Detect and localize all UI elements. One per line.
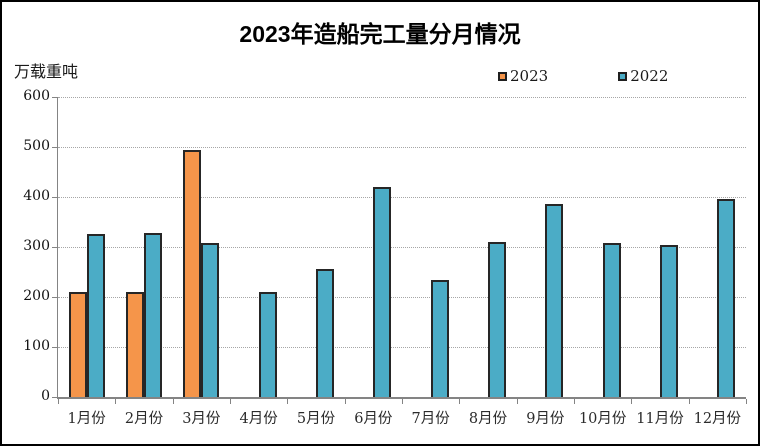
category-cell [115, 97, 172, 397]
bar-group [585, 97, 621, 397]
gridline-500 [58, 147, 746, 148]
gridline-200 [58, 297, 746, 298]
x-axis-tick [459, 399, 461, 404]
bar-2022-1月份 [86, 234, 105, 397]
gridline-300 [58, 247, 746, 248]
legend-item-2023: 2023 [498, 66, 549, 85]
chart-title: 2023年造船完工量分月情况 [239, 21, 521, 47]
x-tick-label: 1月份 [67, 411, 106, 427]
y-tick-label: 400 [23, 188, 50, 204]
bar-2023-1月份 [68, 292, 87, 397]
legend-swatch-2022-icon [618, 71, 628, 81]
bar-group [527, 97, 564, 397]
x-axis-tick [172, 399, 174, 404]
category-cell [287, 97, 344, 397]
x-axis-tick [402, 399, 403, 404]
bar-group [642, 97, 678, 397]
gridline-100 [58, 347, 746, 348]
x-tick-label: 8月份 [468, 411, 508, 427]
y-tick-label: 200 [23, 288, 50, 304]
x-tick-label: 2月份 [124, 411, 164, 427]
category-cell [402, 97, 459, 397]
bar-group [470, 97, 506, 397]
legend-item-2022: 2022 [618, 66, 669, 85]
category-cell [689, 97, 746, 397]
bar-group [298, 97, 334, 397]
bar-group [699, 97, 736, 397]
y-tick-label: 100 [23, 338, 50, 354]
category-cell [173, 97, 230, 397]
y-tick-label: 500 [23, 138, 50, 154]
y-axis-tick [52, 397, 58, 398]
x-axis-tick [287, 399, 289, 404]
bar-2022-8月份 [487, 242, 506, 397]
bar-group [125, 97, 162, 397]
x-tick-label: 6月份 [354, 411, 393, 427]
bar-2022-9月份 [545, 204, 564, 397]
bar-2023-2月份 [125, 291, 144, 397]
category-cell [574, 97, 631, 397]
x-tick-label: 10月份 [578, 411, 627, 427]
x-axis-tick [115, 399, 117, 404]
bar-2022-11月份 [659, 245, 678, 397]
y-axis-tick [52, 247, 58, 248]
bar-group [355, 97, 392, 397]
y-tick-label: 300 [23, 238, 50, 254]
y-tick-label: 0 [41, 388, 50, 404]
bar-2022-12月份 [717, 199, 736, 397]
category-cell [230, 97, 287, 397]
category-cell [459, 97, 516, 397]
category-cell [345, 97, 402, 397]
x-axis-tick [344, 399, 346, 404]
y-axis-tick [52, 197, 58, 198]
x-axis-tick [688, 399, 690, 404]
x-tick-label: 11月份 [636, 411, 684, 427]
x-tick-label: 3月份 [182, 411, 221, 427]
bar-2022-4月份 [258, 292, 277, 397]
category-cell [58, 97, 115, 397]
x-tick-label: 9月份 [526, 411, 565, 427]
y-axis-tick [52, 297, 58, 298]
y-axis-unit-label: 万载重吨 [14, 64, 79, 81]
x-axis-tick [58, 399, 59, 404]
category-cell [517, 97, 574, 397]
bar-2022-6月份 [373, 186, 392, 397]
bar-group [183, 97, 220, 397]
legend-swatch-2023-icon [498, 71, 507, 81]
bar-group [241, 97, 277, 397]
y-axis-tick [52, 97, 58, 98]
bar-2022-5月份 [315, 269, 334, 397]
bar-2022-7月份 [430, 279, 449, 397]
gridline-600 [58, 97, 746, 98]
bar-2022-10月份 [602, 243, 621, 397]
category-cell [631, 97, 688, 397]
bar-2022-3月份 [201, 243, 220, 397]
bar-2023-3月份 [183, 150, 202, 397]
bars-layer [58, 97, 746, 397]
x-tick-label: 7月份 [411, 411, 450, 427]
y-axis-tick [52, 147, 58, 148]
x-tick-label: 5月份 [296, 411, 336, 427]
x-axis-tick [574, 399, 575, 404]
bar-group [413, 97, 449, 397]
x-axis-tick [516, 399, 518, 404]
bar-2022-2月份 [143, 232, 162, 397]
legend: 2023 2022 [498, 68, 668, 84]
x-axis-tick [746, 399, 747, 404]
legend-label-2023: 2023 [510, 66, 549, 85]
y-tick-label: 600 [23, 88, 50, 104]
bar-group [68, 97, 105, 397]
x-axis-tick [631, 399, 633, 404]
x-axis-tick [230, 399, 231, 404]
gridline-400 [58, 197, 746, 198]
x-tick-label: 12月份 [693, 411, 742, 427]
legend-label-2022: 2022 [630, 66, 669, 85]
plot-area: 0 100 200 300 400 500 600 1月份 2月份 3月份 4月份 5月份 6月份 7月份… [23, 88, 747, 427]
y-axis-tick [52, 347, 58, 348]
x-tick-label: 4月份 [239, 411, 278, 427]
